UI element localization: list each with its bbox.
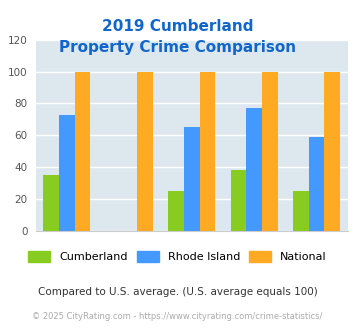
Bar bbox=[262, 72, 278, 231]
Bar bbox=[293, 191, 309, 231]
Legend: Cumberland, Rhode Island, National: Cumberland, Rhode Island, National bbox=[24, 247, 331, 267]
Text: Property Crime Comparison: Property Crime Comparison bbox=[59, 40, 296, 55]
Bar bbox=[43, 175, 59, 231]
Bar bbox=[168, 191, 184, 231]
Bar bbox=[231, 170, 246, 231]
Bar bbox=[137, 72, 153, 231]
Bar bbox=[246, 108, 262, 231]
Text: © 2025 CityRating.com - https://www.cityrating.com/crime-statistics/: © 2025 CityRating.com - https://www.city… bbox=[32, 312, 323, 321]
Bar bbox=[75, 72, 90, 231]
Bar bbox=[200, 72, 215, 231]
Text: 2019 Cumberland: 2019 Cumberland bbox=[102, 19, 253, 34]
Bar bbox=[309, 137, 324, 231]
Bar bbox=[184, 127, 200, 231]
Bar bbox=[324, 72, 340, 231]
Bar bbox=[59, 115, 75, 231]
Text: Compared to U.S. average. (U.S. average equals 100): Compared to U.S. average. (U.S. average … bbox=[38, 287, 317, 297]
